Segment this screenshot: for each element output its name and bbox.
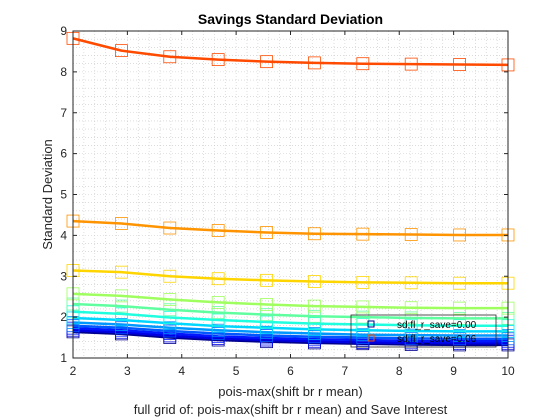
x-tick-label: 10	[501, 364, 515, 378]
data-point-marker	[260, 315, 273, 329]
data-point-marker	[356, 275, 370, 289]
x-tick-label: 8	[396, 364, 403, 378]
data-point-marker	[163, 221, 177, 235]
data-point-marker	[453, 276, 467, 290]
series-line	[72, 326, 508, 343]
data-point-marker	[453, 58, 467, 71]
data-point-marker	[163, 293, 177, 306]
data-point-marker	[404, 276, 418, 290]
y-tick-label: 4	[60, 228, 67, 242]
data-point-marker	[453, 228, 467, 242]
data-point-marker	[308, 275, 321, 288]
y-tick-label: 9	[60, 24, 67, 38]
data-point-marker	[308, 309, 321, 323]
data-point-marker	[211, 224, 225, 237]
y-tick-label: 1	[60, 351, 67, 365]
data-point-marker	[260, 273, 273, 287]
x-axis-label: pois-max(shift br r mean)	[218, 384, 362, 399]
data-point-marker	[404, 57, 418, 71]
data-point-marker	[163, 303, 177, 317]
y-tick-label: 8	[60, 65, 67, 79]
legend-label: sd;fl_r_save=0.06	[397, 334, 477, 345]
data-point-marker	[114, 299, 128, 313]
series-line	[72, 302, 508, 320]
x-tick-label: 7	[342, 364, 349, 378]
data-point-marker	[356, 300, 370, 314]
y-tick-label: 5	[60, 188, 67, 202]
legend-box	[350, 314, 497, 348]
data-point-marker	[211, 53, 225, 67]
series-line	[72, 321, 508, 337]
grid	[73, 31, 508, 358]
series-group	[66, 31, 515, 352]
data-point-marker	[453, 311, 467, 325]
data-point-marker	[308, 227, 321, 241]
y-tick-label: 7	[60, 106, 67, 120]
series-1	[66, 31, 515, 72]
y-axis-label: Standard Deviation	[40, 139, 55, 250]
legend-marker	[367, 334, 375, 342]
series-line	[72, 219, 508, 237]
x-tick-label: 5	[233, 364, 240, 378]
data-point-marker	[114, 217, 128, 230]
data-point-marker	[211, 313, 225, 327]
series-6	[66, 305, 515, 333]
data-point-marker	[453, 319, 467, 333]
series-line	[72, 269, 508, 285]
y-tick-label: 2	[60, 310, 67, 324]
x-tick-label: 9	[450, 364, 457, 378]
data-point-marker	[211, 306, 225, 320]
series-line	[72, 37, 509, 67]
data-point-marker	[453, 301, 467, 315]
data-point-marker	[356, 57, 370, 71]
data-point-marker	[260, 55, 273, 69]
legend: sd;fl_r_save=0.00 sd;fl_r_save=0.06	[350, 314, 497, 348]
data-point-marker	[308, 317, 321, 331]
series-line	[72, 316, 508, 333]
series-5	[66, 297, 515, 325]
data-point-marker	[114, 44, 128, 58]
data-point-marker	[356, 318, 370, 331]
x-tick-label: 2	[70, 364, 77, 378]
legend-label: sd;fl_r_save=0.00	[397, 320, 477, 331]
data-point-marker	[163, 50, 177, 64]
x-tick-label: 4	[178, 364, 185, 378]
data-point-marker	[356, 310, 370, 324]
data-point-marker	[404, 311, 418, 325]
data-point-marker	[114, 265, 128, 279]
data-point-marker	[163, 269, 177, 283]
y-tick-label: 6	[60, 147, 67, 161]
data-point-marker	[211, 296, 225, 309]
data-point-marker	[404, 228, 418, 241]
chart-title: Savings Standard Deviation	[198, 11, 383, 27]
data-point-marker	[260, 298, 273, 311]
data-point-marker	[163, 311, 177, 324]
x-tick-label: 6	[287, 364, 294, 378]
legend-marker	[367, 320, 375, 328]
y-tick-label: 3	[60, 269, 67, 283]
data-point-marker	[308, 299, 321, 313]
data-point-marker	[356, 227, 370, 241]
data-point-marker	[260, 308, 273, 322]
data-point-marker	[260, 226, 273, 239]
data-point-marker	[308, 56, 321, 70]
series-line	[72, 292, 508, 310]
x-tick-label: 3	[124, 364, 131, 378]
data-point-marker	[114, 289, 128, 303]
series-line	[72, 330, 508, 347]
chart-subtitle: full grid of: pois-max(shift br r mean) …	[134, 402, 448, 417]
data-point-marker	[404, 301, 418, 315]
data-point-marker	[211, 272, 225, 286]
series-line	[72, 324, 508, 341]
series-line	[72, 328, 508, 345]
series-line	[72, 310, 508, 327]
data-point-marker	[404, 318, 418, 332]
data-point-marker	[114, 307, 128, 321]
